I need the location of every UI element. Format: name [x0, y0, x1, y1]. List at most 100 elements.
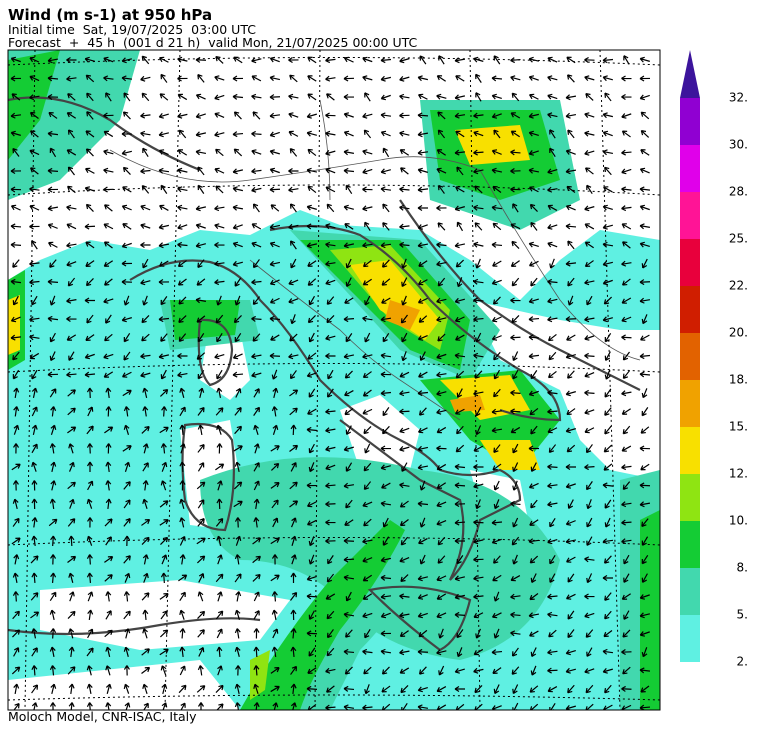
wind-arrow — [161, 683, 168, 694]
wind-arrow — [363, 426, 372, 435]
wind-arrow — [66, 297, 77, 304]
wind-arrow — [493, 480, 500, 491]
wind-arrow — [584, 612, 595, 619]
wind-arrow — [214, 353, 225, 360]
wind-arrow — [639, 445, 651, 452]
wind-arrow — [251, 168, 262, 175]
wind-arrow — [382, 517, 389, 528]
wind-arrow — [86, 535, 93, 546]
wind-arrow — [13, 424, 20, 435]
wind-arrow — [177, 93, 188, 101]
wind-arrow — [438, 628, 444, 639]
wind-arrow — [12, 295, 19, 306]
wind-arrow — [105, 387, 112, 399]
wind-arrow — [343, 574, 355, 581]
wind-arrow — [235, 665, 242, 676]
wind-arrow — [66, 75, 77, 82]
wind-arrow — [602, 260, 613, 267]
wind-arrow — [123, 555, 131, 564]
wind-arrow — [454, 112, 466, 119]
wind-arrow — [288, 93, 299, 100]
wind-arrow — [436, 93, 447, 100]
wind-arrow — [364, 684, 370, 695]
wind-arrow — [103, 130, 114, 138]
wind-arrow — [325, 112, 336, 119]
wind-arrow — [50, 406, 57, 417]
wind-arrow — [604, 425, 612, 435]
wind-arrow — [306, 167, 318, 174]
wind-arrow — [343, 556, 355, 563]
wind-arrow — [565, 94, 577, 101]
wind-arrow — [399, 445, 410, 452]
wind-arrow — [325, 149, 336, 156]
wind-arrow — [491, 167, 503, 174]
wind-arrow — [380, 500, 392, 507]
wind-arrow — [123, 295, 130, 306]
wind-arrow — [584, 352, 595, 359]
wind-arrow — [86, 683, 93, 695]
wind-arrow — [140, 279, 151, 286]
wind-arrow — [216, 443, 223, 454]
wind-arrow — [306, 130, 317, 137]
wind-arrow — [418, 279, 428, 286]
wind-arrow — [529, 203, 538, 212]
wind-arrow — [161, 461, 168, 472]
wind-arrow — [565, 463, 576, 471]
wind-arrow — [604, 407, 612, 416]
wind-arrow — [399, 427, 410, 434]
wind-arrow — [67, 185, 76, 194]
wind-arrow — [67, 129, 75, 139]
wind-arrow — [362, 259, 372, 268]
wind-arrow — [547, 667, 558, 674]
wind-arrow — [306, 204, 317, 211]
wind-arrow — [251, 371, 262, 378]
wind-arrow — [565, 316, 577, 323]
wind-arrow — [31, 387, 38, 399]
wind-arrow — [232, 168, 244, 175]
wind-arrow — [290, 517, 297, 528]
wind-arrow — [159, 426, 169, 434]
wind-arrow — [586, 481, 593, 491]
wind-arrow — [10, 223, 22, 230]
wind-arrow — [473, 575, 484, 582]
wind-arrow — [622, 425, 631, 435]
wind-arrow — [362, 242, 373, 249]
wind-arrow — [253, 628, 260, 639]
wind-arrow — [308, 295, 316, 306]
wind-arrow — [123, 424, 130, 435]
wind-arrow — [547, 278, 558, 285]
wind-arrow — [105, 610, 112, 620]
wind-arrow — [417, 390, 429, 397]
wind-arrow — [363, 462, 372, 472]
wind-arrow — [639, 371, 651, 378]
wind-arrow — [436, 501, 447, 508]
wind-arrow — [12, 610, 20, 620]
wind-arrow — [10, 168, 22, 175]
wind-arrow — [123, 646, 130, 657]
wind-arrow — [530, 425, 538, 435]
wind-arrow — [363, 129, 372, 139]
wind-arrow — [104, 574, 113, 582]
wind-arrow — [123, 591, 130, 602]
wind-arrow — [343, 130, 354, 137]
wind-arrow — [308, 554, 315, 565]
wind-arrow — [473, 112, 484, 119]
wind-arrow — [400, 685, 409, 694]
wind-arrow — [29, 316, 40, 323]
colorbar-segment — [680, 98, 700, 145]
wind-arrow — [143, 572, 149, 583]
wind-arrow — [158, 149, 169, 156]
wind-arrow — [121, 204, 132, 211]
wind-arrow — [475, 92, 482, 102]
wind-arrow — [232, 186, 244, 193]
wind-arrow — [50, 535, 57, 547]
wind-arrow — [419, 666, 427, 675]
wind-arrow — [12, 572, 19, 584]
wind-arrow — [530, 665, 537, 676]
wind-arrow — [216, 387, 223, 399]
wind-arrow — [50, 480, 57, 491]
wind-arrow — [232, 241, 243, 248]
wind-arrow — [214, 260, 225, 267]
wind-arrows — [10, 55, 651, 710]
wind-arrow — [160, 480, 167, 491]
